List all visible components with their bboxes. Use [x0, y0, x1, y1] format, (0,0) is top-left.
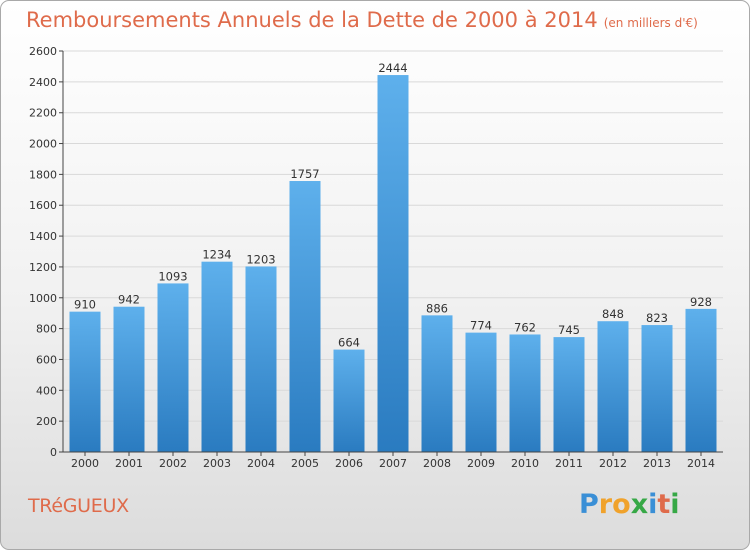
- x-tick-label: 2012: [599, 457, 627, 470]
- data-label: 942: [118, 293, 140, 307]
- x-tick-label: 2008: [423, 457, 451, 470]
- logo-letter: P: [579, 489, 599, 520]
- chart-title-unit: (en milliers d'€): [603, 16, 698, 30]
- logo-letter: o: [612, 489, 631, 520]
- y-tick-label: 600: [36, 353, 57, 366]
- y-tick-label: 2200: [29, 107, 57, 120]
- data-label: 774: [470, 319, 492, 333]
- bar: [157, 283, 189, 452]
- y-tick-label: 1600: [29, 199, 57, 212]
- y-tick-label: 1400: [29, 230, 57, 243]
- data-label: 2444: [378, 61, 407, 75]
- y-tick-label: 200: [36, 415, 57, 428]
- y-tick-label: 0: [50, 446, 57, 459]
- x-tick-label: 2003: [203, 457, 231, 470]
- logo-letter: r: [598, 489, 613, 520]
- bar: [421, 315, 453, 452]
- data-label: 910: [74, 298, 96, 312]
- y-tick-label: 2000: [29, 138, 57, 151]
- proxiti-logo: Proxiti: [579, 489, 680, 520]
- x-tick-label: 2013: [643, 457, 671, 470]
- y-tick-label: 1200: [29, 261, 57, 274]
- data-label: 823: [646, 311, 668, 325]
- x-tick-label: 2014: [687, 457, 715, 470]
- bar: [509, 334, 541, 452]
- y-tick-label: 1800: [29, 168, 57, 181]
- bar: [685, 308, 717, 452]
- data-label: 664: [338, 336, 360, 350]
- bars: [69, 75, 717, 452]
- logo-letter: i: [648, 489, 658, 520]
- y-tick-label: 2400: [29, 76, 57, 89]
- data-label: 1093: [158, 269, 187, 283]
- x-tick-label: 2010: [511, 457, 539, 470]
- data-label: 886: [426, 301, 448, 315]
- y-tick-label: 1000: [29, 292, 57, 305]
- bar: [377, 75, 409, 452]
- data-label: 762: [514, 320, 536, 334]
- labels: 910 2000 942 2001 1093 2002 1234 2003 1203 2004 17…: [71, 61, 715, 470]
- x-tick-label: 2005: [291, 457, 319, 470]
- y-tick-label: 2600: [29, 45, 57, 58]
- chart-title: Remboursements Annuels de la Dette de 20…: [26, 8, 698, 32]
- x-tick-label: 2011: [555, 457, 583, 470]
- bar: [641, 325, 673, 452]
- logo-letter: t: [657, 489, 671, 520]
- x-tick-label: 2009: [467, 457, 495, 470]
- y-tick-label: 800: [36, 323, 57, 336]
- chart-title-main: Remboursements Annuels de la Dette de 20…: [26, 8, 598, 32]
- bar: [201, 261, 233, 452]
- x-tick-label: 2007: [379, 457, 407, 470]
- commune-name: TRéGUEUX: [28, 495, 129, 517]
- x-tick-label: 2000: [71, 457, 99, 470]
- bar: [289, 181, 321, 452]
- logo-letter: i: [670, 489, 680, 520]
- data-label: 928: [690, 295, 712, 309]
- bar: [245, 266, 277, 452]
- bar: [333, 349, 365, 452]
- bar: [113, 306, 145, 452]
- data-label: 1203: [246, 252, 275, 266]
- data-label: 1234: [202, 248, 231, 262]
- bar: [465, 332, 497, 452]
- y-tick-label: 400: [36, 384, 57, 397]
- logo-letter: x: [630, 489, 649, 520]
- bar: [553, 337, 585, 452]
- x-tick-label: 2004: [247, 457, 275, 470]
- x-tick-label: 2006: [335, 457, 363, 470]
- axes: 0 200 400 600 800 1000 1200 1400 1600 1800 2000 220…: [29, 45, 723, 459]
- data-label: 848: [602, 307, 624, 321]
- x-tick-label: 2002: [159, 457, 187, 470]
- bar: [597, 321, 629, 452]
- x-tick-label: 2001: [115, 457, 143, 470]
- data-label: 745: [558, 323, 580, 337]
- data-label: 1757: [290, 167, 319, 181]
- bar: [69, 311, 101, 452]
